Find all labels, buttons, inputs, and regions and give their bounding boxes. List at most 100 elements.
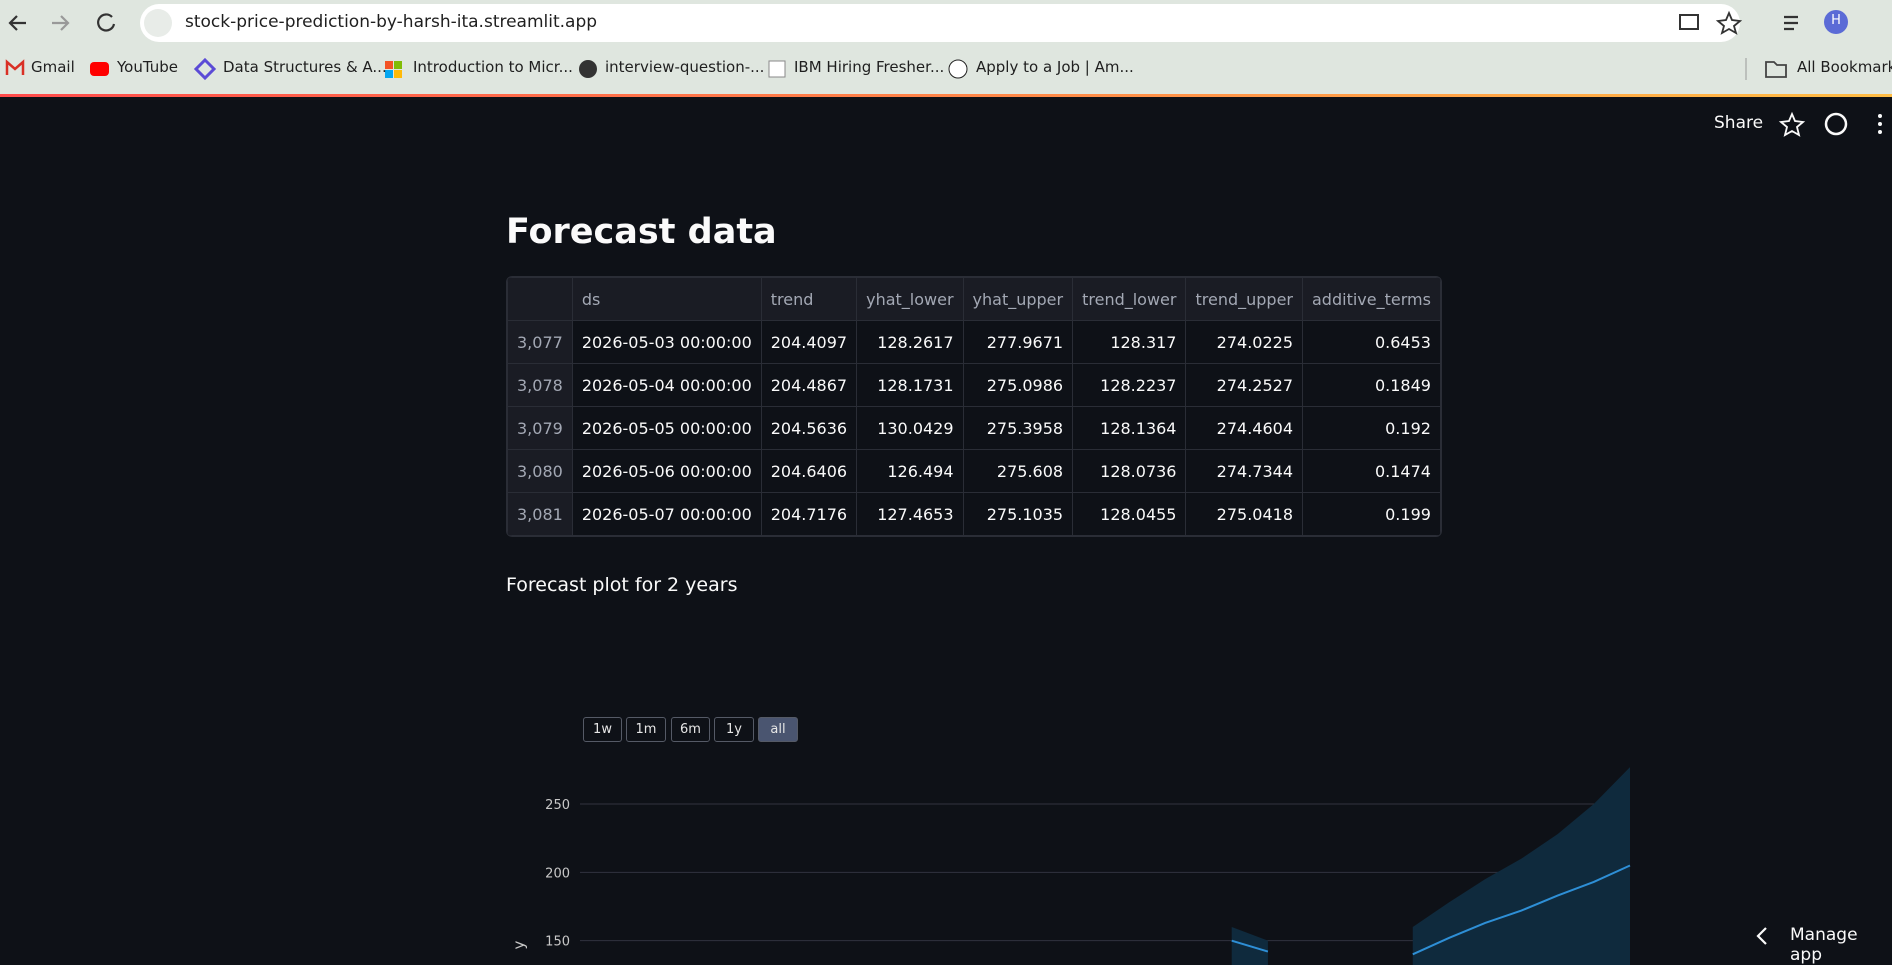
range-button[interactable]: 1y xyxy=(714,717,754,742)
y-tick-label: 250 xyxy=(545,798,570,813)
row-index: 3,078 xyxy=(507,363,573,407)
table-cell: 0.1474 xyxy=(1302,449,1441,493)
range-button[interactable]: 1m xyxy=(626,717,666,742)
toolbar-icons xyxy=(8,9,1848,37)
table-cell: 128.0455 xyxy=(1072,492,1187,536)
ds-icon xyxy=(193,57,217,81)
table-cell: 128.1364 xyxy=(1072,406,1187,450)
table-cell: 274.0225 xyxy=(1185,320,1303,364)
avatar[interactable] xyxy=(1824,10,1848,34)
table-cell: 277.9671 xyxy=(962,320,1074,364)
table-cell: 275.0418 xyxy=(1185,492,1303,536)
ibm-icon xyxy=(768,60,786,78)
table-cell: 275.0986 xyxy=(962,363,1074,407)
back-button[interactable] xyxy=(8,15,26,31)
install-icon[interactable] xyxy=(1679,14,1699,30)
range-button[interactable]: 6m xyxy=(671,717,710,742)
table-cell: 2026-05-04 00:00:00 xyxy=(571,363,762,407)
column-header[interactable]: yhat_lower xyxy=(856,277,964,321)
bookmarks-bar xyxy=(0,46,1892,94)
amazon-icon xyxy=(948,59,968,79)
table-row: 3,080 2026-05-06 00:00:00 204.6406 126.494 2… xyxy=(507,449,1441,493)
bookmark-icons xyxy=(5,57,1787,81)
all-bookmarks[interactable]: All Bookmarks xyxy=(1797,58,1892,76)
app-decoration xyxy=(0,94,1892,97)
table-row: 3,079 2026-05-05 00:00:00 204.5636 130.0429… xyxy=(507,406,1441,450)
y-tick-label: 150 xyxy=(545,935,570,950)
manage-app[interactable]: Manage app xyxy=(1790,925,1858,965)
site-info[interactable] xyxy=(144,9,172,37)
media-icon[interactable] xyxy=(1784,15,1798,31)
bookmark[interactable]: Introduction to Micr... xyxy=(413,58,573,76)
forecast-plot: 150 200 250 y xyxy=(510,767,1631,965)
column-header[interactable]: ds xyxy=(571,277,762,321)
row-index: 3,080 xyxy=(507,449,573,493)
table-cell: 2026-05-06 00:00:00 xyxy=(571,449,762,493)
bookmark[interactable]: interview-question-... xyxy=(605,58,765,76)
reload-button[interactable] xyxy=(97,13,116,32)
forward-button[interactable] xyxy=(52,15,70,31)
github-icon xyxy=(579,60,597,78)
table-cell: 0.192 xyxy=(1302,406,1441,450)
table-cell: 2026-05-05 00:00:00 xyxy=(571,406,762,450)
table-cell: 130.0429 xyxy=(856,406,964,450)
table-cell: 0.199 xyxy=(1302,492,1441,536)
menu-button[interactable] xyxy=(1878,114,1882,134)
table-cell: 0.6453 xyxy=(1302,320,1441,364)
table-cell: 204.6406 xyxy=(760,449,858,493)
bookmark[interactable]: Apply to a Job | Am... xyxy=(976,58,1134,76)
table-cell: 274.2527 xyxy=(1185,363,1303,407)
forecast-line xyxy=(1412,864,1631,956)
range-button[interactable]: all xyxy=(758,717,798,742)
microsoft-icon xyxy=(385,61,402,78)
table-cell: 0.1849 xyxy=(1302,363,1441,407)
star-button[interactable] xyxy=(1778,111,1806,137)
table-cell: 2026-05-03 00:00:00 xyxy=(571,320,762,364)
table-cell: 126.494 xyxy=(856,449,964,493)
table-cell: 275.608 xyxy=(962,449,1074,493)
table-cell: 128.1731 xyxy=(856,363,964,407)
plot-subtitle: Forecast plot for 2 years xyxy=(506,574,738,596)
table-cell: 204.4097 xyxy=(760,320,858,364)
table-cell: 128.0736 xyxy=(1072,449,1187,493)
y-axis-label: y xyxy=(510,940,528,949)
range-button[interactable]: 1w xyxy=(583,717,622,742)
table-cell: 128.2237 xyxy=(1072,363,1187,407)
header-icons xyxy=(1778,111,1882,137)
bookmark[interactable]: Data Structures & A... xyxy=(223,58,387,76)
github-button[interactable] xyxy=(1824,112,1848,136)
bookmark[interactable]: YouTube xyxy=(117,58,178,76)
table-cell: 204.7176 xyxy=(760,492,858,536)
table-container: ds trend yhat_lower yhat_upper trend_lower tr… xyxy=(506,276,1442,537)
confidence-band xyxy=(1412,767,1630,965)
address-bar[interactable] xyxy=(140,4,1740,42)
row-index: 3,079 xyxy=(507,406,573,450)
column-header[interactable]: trend_upper xyxy=(1185,277,1303,321)
table-cell: 127.4653 xyxy=(856,492,964,536)
header-row: ds trend yhat_lower yhat_upper trend_lower tr… xyxy=(507,277,1441,321)
table-cell: 275.3958 xyxy=(962,406,1074,450)
table-cell: 204.4867 xyxy=(760,363,858,407)
table-cell: 128.317 xyxy=(1072,320,1187,364)
row-index: 3,077 xyxy=(507,320,573,364)
table-cell: 204.5636 xyxy=(760,406,858,450)
table-cell: 275.1035 xyxy=(962,492,1074,536)
column-header[interactable]: trend xyxy=(760,277,858,321)
star-icon[interactable] xyxy=(1715,10,1743,35)
column-header[interactable]: additive_terms xyxy=(1302,277,1441,321)
browser-toolbar: stock-price-prediction-by-harsh-ita.stre… xyxy=(0,0,1892,46)
bookmark[interactable]: IBM Hiring Fresher... xyxy=(794,58,945,76)
column-header[interactable]: yhat_upper xyxy=(962,277,1074,321)
bookmark[interactable]: Gmail xyxy=(31,58,75,76)
table-row: 3,078 2026-05-04 00:00:00 204.4867 128.1731… xyxy=(507,363,1441,407)
column-header[interactable]: trend_lower xyxy=(1072,277,1187,321)
folder-icon xyxy=(1765,61,1787,78)
share-button[interactable]: Share xyxy=(1714,113,1764,133)
page-title: Forecast data xyxy=(506,212,777,252)
table-row: 3,077 2026-05-03 00:00:00 204.4097 128.2617… xyxy=(507,320,1441,364)
y-tick-label: 200 xyxy=(545,866,570,881)
forecast-table: ds trend yhat_lower yhat_upper trend_lower tr… xyxy=(507,277,1441,536)
chevron-icon[interactable] xyxy=(1752,924,1772,948)
index-header xyxy=(507,277,573,321)
